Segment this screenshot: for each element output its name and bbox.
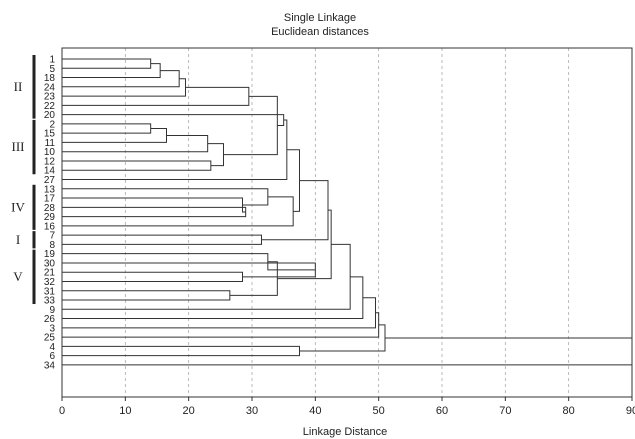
dendrogram-link: [62, 276, 364, 320]
x-tick-label: 30: [246, 405, 258, 417]
dendrogram-link: [62, 86, 250, 106]
leaf-label: 13: [44, 184, 56, 195]
dendrogram-link: [62, 123, 152, 134]
leaf-label: 33: [44, 296, 56, 307]
leaf-label: 28: [44, 203, 56, 214]
leaf-label: 30: [44, 258, 56, 269]
leaf-label: 14: [44, 166, 56, 177]
leaf-label: 22: [44, 101, 56, 112]
leaf-label: 26: [44, 314, 56, 325]
dendrogram-link: [223, 95, 278, 156]
x-tick-label: 60: [436, 405, 448, 417]
dendrogram-link: [207, 143, 224, 167]
x-tick-label: 20: [183, 405, 195, 417]
dendrogram-link: [62, 234, 262, 245]
dendrogram-link: [62, 271, 243, 282]
chart-subtitle: Euclidean distances: [271, 26, 369, 38]
dendrogram-link: [62, 253, 316, 271]
x-tick-label: 40: [309, 405, 321, 417]
group-label: IV: [11, 199, 25, 214]
dendrogram-link: [62, 63, 161, 79]
leaf-label: 31: [44, 286, 56, 297]
leaf-label: 11: [45, 138, 56, 149]
dendrogram-link: [62, 337, 633, 366]
leaf-label: 9: [49, 305, 55, 316]
dendrogram-link: [299, 324, 386, 352]
dendrogram-link: [62, 290, 231, 301]
leaf-label: 34: [44, 360, 56, 371]
dendrogram-link: [62, 188, 269, 206]
leaf-label: 6: [49, 351, 55, 362]
leaf-label: 32: [44, 277, 56, 288]
dendrogram-link: [62, 78, 186, 97]
leaf-label: 18: [44, 73, 56, 84]
leaf-label: 4: [49, 342, 55, 353]
leaf-label: 23: [44, 92, 56, 103]
leaf-label: 7: [49, 231, 55, 242]
leaf-label: 5: [49, 64, 55, 75]
dendrogram-links: [62, 58, 633, 366]
leaf-label: 16: [44, 221, 56, 232]
leaf-label: 2: [49, 119, 55, 130]
leaf-label: 12: [44, 156, 56, 167]
leaf-label: 25: [44, 333, 56, 344]
leaf-label: 27: [44, 175, 56, 186]
x-axis-title: Linkage Distance: [303, 426, 387, 438]
group-label: III: [12, 139, 25, 154]
leaf-label: 29: [44, 212, 56, 223]
leaf-label: 21: [44, 268, 56, 279]
leaf-label: 10: [44, 147, 56, 158]
dendrogram-link: [277, 209, 332, 280]
x-tick-label: 50: [373, 405, 385, 417]
dendrogram-link: [62, 197, 246, 213]
group-label: II: [14, 79, 23, 94]
dendrogram-link: [62, 345, 300, 357]
dendrogram-link: [261, 180, 329, 241]
leaf-label: 1: [49, 55, 55, 66]
group-label: I: [16, 232, 20, 247]
x-tick-label: 70: [499, 405, 511, 417]
leaf-label: 17: [44, 194, 56, 205]
plot-frame: [61, 47, 633, 398]
grid-lines: [124, 48, 570, 397]
leaf-label: 24: [44, 82, 56, 93]
dendrogram-link: [62, 58, 152, 69]
leaf-label: 20: [44, 110, 56, 121]
x-tick-label: 0: [59, 405, 65, 417]
dendrogram-link: [62, 206, 247, 218]
x-tick-label: 10: [119, 405, 131, 417]
x-tick-label: 90: [626, 405, 635, 417]
x-tick-label: 80: [563, 405, 575, 417]
leaf-labels: 1518242322202151110121427131728291678193…: [44, 55, 56, 372]
leaf-label: 15: [44, 129, 56, 140]
dendrogram-link: [62, 160, 212, 171]
chart-title: Single Linkage: [284, 12, 356, 24]
dendrogram-link: [229, 261, 278, 296]
dendrogram-link: [62, 312, 380, 338]
group-label: V: [13, 269, 23, 284]
dendrogram-link: [62, 297, 376, 329]
dendrogram-link: [62, 70, 180, 88]
leaf-label: 19: [44, 249, 56, 260]
x-axis: 0 10 20 30 40 50 60 70 80 90: [59, 397, 635, 417]
dendrogram-link: [62, 119, 288, 181]
dendrogram-link: [62, 196, 294, 227]
dendrogram-link: [62, 134, 209, 153]
leaf-label: 3: [49, 323, 55, 334]
leaf-label: 8: [49, 240, 55, 251]
